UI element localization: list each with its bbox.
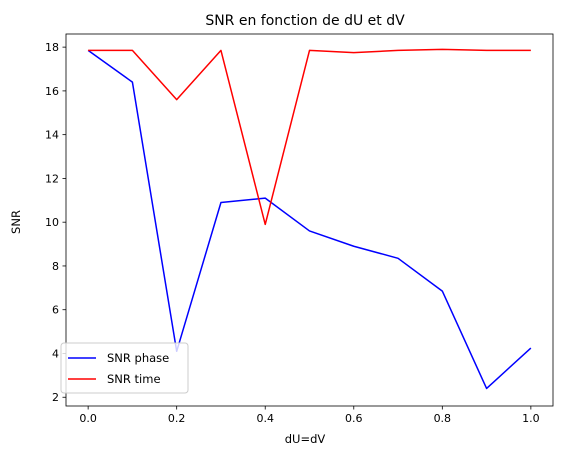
y-tick-label: 8 [52,260,59,273]
x-tick-label: 0.6 [345,412,363,425]
y-tick-label: 16 [45,85,59,98]
y-tick-label: 12 [45,172,59,185]
y-tick-label: 18 [45,41,59,54]
y-tick-label: 6 [52,304,59,317]
chart-title: SNR en fonction de dU et dV [205,13,405,29]
legend: SNR phase SNR time [60,342,189,394]
x-tick-label: 0.2 [168,412,186,425]
legend-box [60,342,189,394]
x-tick-label: 0.4 [256,412,274,425]
x-tick-label: 0.8 [434,412,452,425]
y-tick-label: 4 [52,347,59,360]
y-tick-label: 2 [52,391,59,404]
x-tick-label: 1.0 [522,412,540,425]
plot-area: 0.0 0.2 0.4 0.6 0.8 1.0 2 4 6 8 10 12 14 16 18 [45,33,554,425]
legend-label: SNR time [107,372,161,386]
y-tick-label: 14 [45,129,59,142]
plot-frame [65,33,554,407]
y-axis-label: SNR [9,210,23,234]
series-line-1 [88,48,531,226]
x-axis-label: dU=dV [285,432,326,446]
legend-label: SNR phase [107,351,169,365]
y-tick-label: 10 [45,216,59,229]
x-tick-label: 0.0 [79,412,97,425]
series-line-0 [87,49,532,390]
